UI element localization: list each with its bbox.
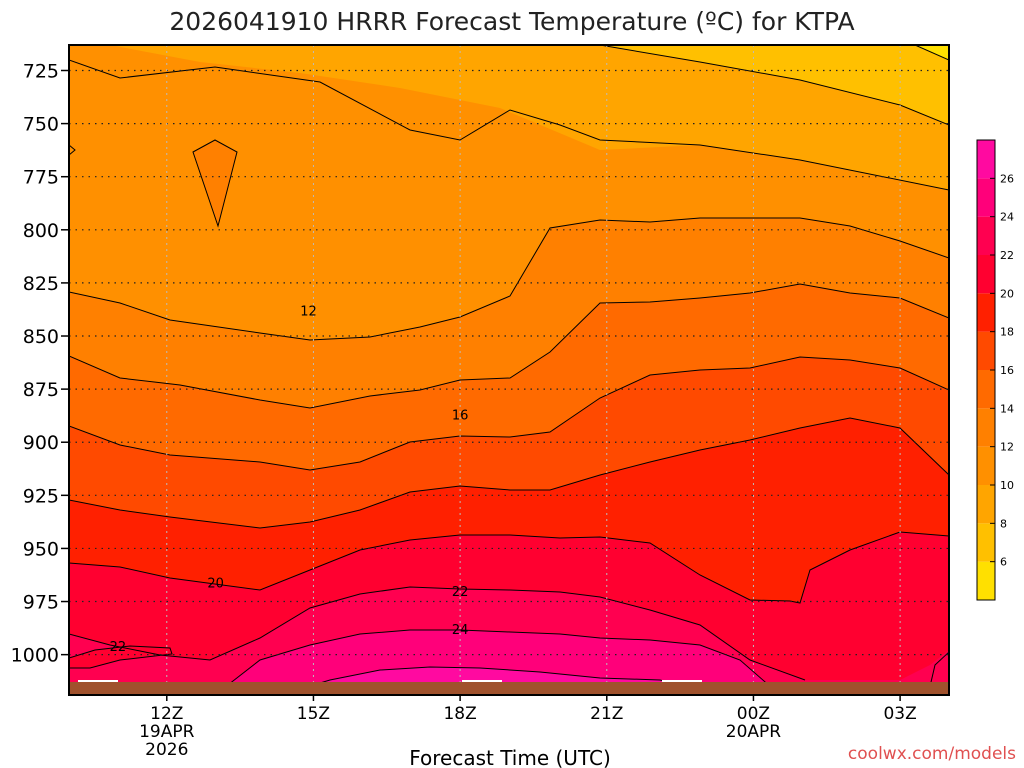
colorbar-tick-label: 14 — [1000, 402, 1014, 415]
y-tick-label: 825 — [23, 273, 59, 295]
colorbar-tick-label: 10 — [1000, 479, 1014, 492]
ground-strip — [69, 682, 949, 695]
colorbar-segment — [977, 561, 995, 600]
colorbar-segment — [977, 140, 995, 179]
y-tick-label: 900 — [23, 432, 59, 454]
contour-label: 20 — [207, 576, 224, 591]
contour-label: 16 — [452, 409, 469, 424]
y-tick-label: 975 — [23, 592, 59, 614]
surface-mark-1 — [78, 680, 118, 682]
x-tick-label: 15Z — [297, 704, 330, 724]
y-axis: 725 750 775 800 825 850 875 900 925 950 975 1000 — [11, 60, 69, 667]
contour-label: 12 — [300, 305, 317, 320]
surface-mark-2 — [462, 680, 502, 682]
band-12-14-pocket — [192, 139, 238, 228]
colorbar-segment — [977, 523, 995, 562]
contour-label: 22 — [110, 640, 127, 655]
y-tick-label: 1000 — [11, 645, 59, 667]
colorbar-segment — [977, 370, 995, 409]
colorbar-tick-label: 20 — [1000, 287, 1014, 300]
band-20-22-pocket — [69, 645, 173, 669]
x-tick-label: 00Z — [737, 704, 770, 724]
colorbar-segment — [977, 485, 995, 524]
contour-lines — [69, 45, 949, 695]
x-tick-label: 03Z — [883, 704, 916, 724]
x-tick-date: 20APR — [726, 722, 782, 742]
contour-label: 24 — [452, 623, 469, 638]
colorbar-segment — [977, 293, 995, 332]
colorbar-tick-label: 18 — [1000, 326, 1014, 339]
colorbar-segment — [977, 255, 995, 294]
colorbar-tick-label: 16 — [1000, 364, 1014, 377]
colorbar-segment — [977, 331, 995, 370]
contour-label: 22 — [452, 585, 469, 600]
colorbar-tick-label: 24 — [1000, 211, 1014, 224]
plot-frame — [68, 44, 950, 696]
y-tick-label: 925 — [23, 485, 59, 507]
colorbar-segment — [977, 446, 995, 485]
colorbar-segment — [977, 216, 995, 255]
y-tick-label: 875 — [23, 379, 59, 401]
watermark: coolwx.com/models — [848, 744, 1016, 764]
grid-lines — [69, 45, 949, 695]
y-tick-label: 775 — [23, 167, 59, 189]
y-tick-label: 800 — [23, 220, 59, 242]
colorbar-tick-label: 22 — [1000, 249, 1014, 262]
x-tick-label: 21Z — [590, 704, 623, 724]
colorbar-segment — [977, 178, 995, 217]
surface-mark-3 — [662, 680, 702, 682]
colorbar-tick-label: 12 — [1000, 441, 1014, 454]
x-axis-title: Forecast Time (UTC) — [409, 746, 611, 768]
x-tick-date: 19APR — [139, 722, 195, 742]
x-tick-label: 12Z — [150, 704, 183, 724]
colorbar-tick-label: 8 — [1000, 517, 1007, 530]
y-tick-label: 725 — [23, 60, 59, 82]
band-6-8 — [600, 45, 949, 125]
y-tick-label: 950 — [23, 538, 59, 560]
plot-area: 12 16 20 22 24 22 — [69, 45, 949, 695]
colorbar-segment — [977, 408, 995, 447]
x-tick-label: 18Z — [443, 704, 476, 724]
colorbar-tick-label: 26 — [1000, 172, 1014, 185]
colorbar: 6 8 10 12 14 16 18 20 22 24 26 — [976, 139, 1014, 601]
contour-labels: 12 16 20 22 24 22 — [110, 305, 469, 656]
y-tick-label: 750 — [23, 114, 59, 136]
colorbar-tick-label: 6 — [1000, 556, 1007, 569]
chart-title: 2026041910 HRRR Forecast Temperature (ºC… — [169, 7, 854, 36]
x-tick-year: 2026 — [145, 740, 188, 760]
y-tick-label: 850 — [23, 326, 59, 348]
